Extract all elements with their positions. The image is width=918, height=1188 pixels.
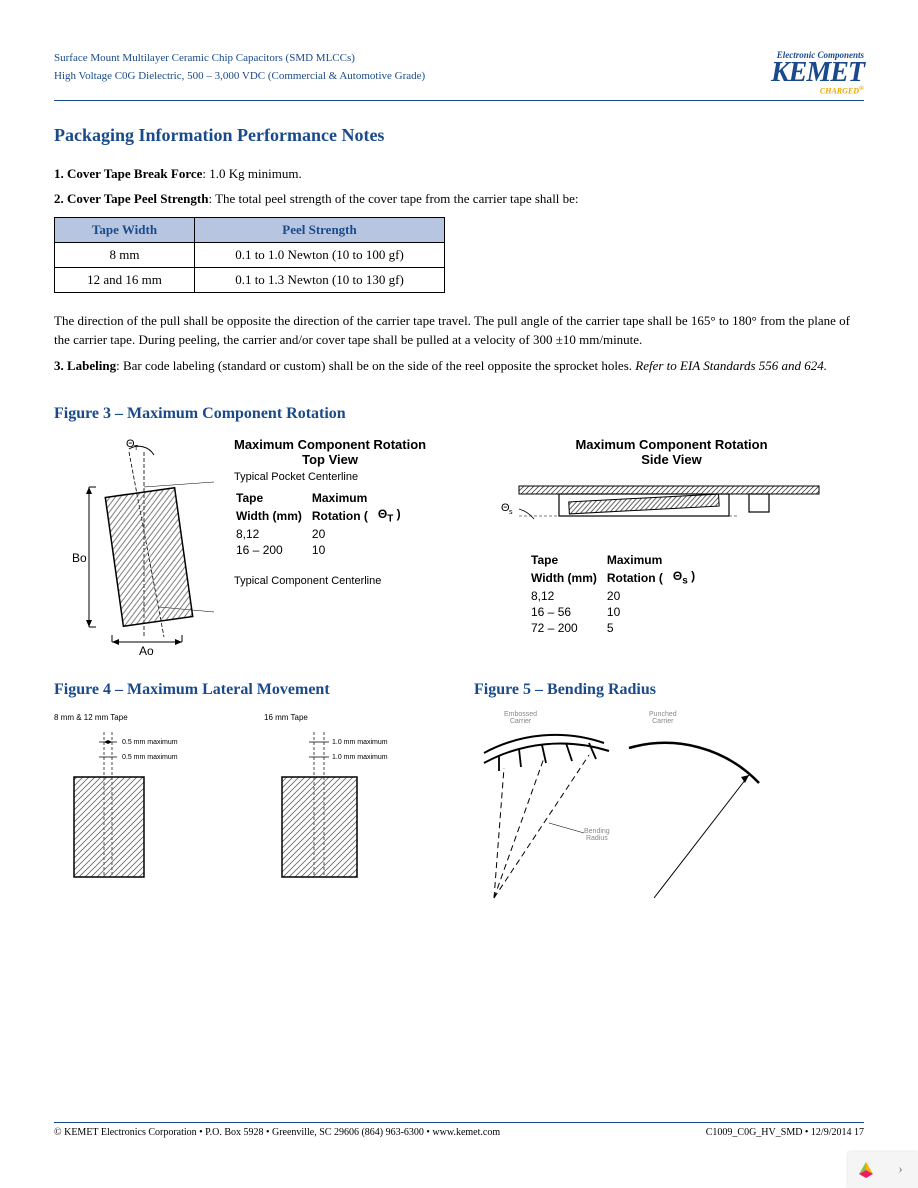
svg-text:Ao: Ao (139, 644, 154, 657)
peel-strength-table: Tape Width Peel Strength 8 mm 0.1 to 1.0… (54, 217, 445, 293)
note-2-para: The direction of the pull shall be oppos… (54, 311, 864, 350)
figure-4: Figure 4 – Maximum Lateral Movement 8 mm… (54, 681, 444, 913)
svg-text:1.0 mm maximum: 1.0 mm maximum (332, 739, 388, 746)
note-1: 1. Cover Tape Break Force: 1.0 Kg minimu… (54, 164, 864, 184)
svg-text:1.0 mm maximum: 1.0 mm maximum (332, 754, 388, 761)
lateral-movement-16-diagram: 1.0 mm maximum 1.0 mm maximum (264, 722, 414, 882)
fig4-left-label: 8 mm & 12 mm Tape (54, 713, 204, 722)
nav-logo-icon[interactable] (848, 1152, 883, 1188)
header-line2: High Voltage C0G Dielectric, 500 – 3,000… (54, 68, 425, 86)
figure-5: Figure 5 – Bending Radius Embossed Carri… (474, 681, 864, 913)
nav-widget: › (848, 1152, 918, 1188)
figure-3-top-view: Θ T (54, 437, 439, 661)
bending-radius-diagram (474, 713, 824, 913)
logo: Electronic Components KEMET CHARGED® (771, 50, 864, 96)
figure-5-title: Figure 5 – Bending Radius (474, 681, 864, 699)
header-text: Surface Mount Multilayer Ceramic Chip Ca… (54, 50, 425, 85)
rotation-side-view-diagram: Θ s (479, 471, 839, 541)
table-header-peel-strength: Peel Strength (195, 217, 445, 242)
figure-3-side-view: Maximum Component Rotation Side View (479, 437, 864, 661)
figure-3: Θ T (54, 437, 864, 661)
page-header: Surface Mount Multilayer Ceramic Chip Ca… (54, 50, 864, 101)
svg-text:T: T (134, 445, 139, 452)
logo-main: KEMET (771, 60, 864, 85)
fig3-left-subtitle: Maximum Component Rotation Top View (234, 437, 426, 467)
figure-3-title: Figure 3 – Maximum Component Rotation (54, 405, 864, 423)
fig3-left-data-table: TapeMaximum Width (mm)Rotation (ΘT ) 8,1… (234, 489, 411, 558)
fig5-embossed-label: Embossed Carrier (504, 711, 537, 725)
table-header-tape-width: Tape Width (55, 217, 195, 242)
nav-next-button[interactable]: › (883, 1152, 918, 1188)
header-line1: Surface Mount Multilayer Ceramic Chip Ca… (54, 50, 425, 68)
note-2: 2. Cover Tape Peel Strength: The total p… (54, 189, 864, 209)
svg-text:s: s (509, 509, 513, 516)
footer-left: © KEMET Electronics Corporation • P.O. B… (54, 1127, 500, 1138)
svg-text:0.5 mm maximum: 0.5 mm maximum (122, 754, 178, 761)
note-3: 3. Labeling: Bar code labeling (standard… (54, 356, 864, 376)
page-footer: © KEMET Electronics Corporation • P.O. B… (54, 1122, 864, 1138)
svg-text:Bo: Bo (72, 551, 87, 565)
fig3-right-subtitle: Maximum Component Rotation Side View (479, 437, 864, 467)
fig4-right-label: 16 mm Tape (264, 713, 414, 722)
footer-right: C1009_C0G_HV_SMD • 12/9/2014 17 (706, 1127, 864, 1138)
svg-text:0.5 mm maximum: 0.5 mm maximum (122, 739, 178, 746)
fig4-8-12mm: 8 mm & 12 mm Tape (54, 713, 204, 886)
fig5-bending-radius-label: Bending Radius (584, 828, 610, 842)
figure-4-title: Figure 4 – Maximum Lateral Movement (54, 681, 444, 699)
table-row: 8 mm 0.1 to 1.0 Newton (10 to 100 gf) (55, 242, 445, 267)
fig5-punched-label: Punched Carrier (649, 711, 677, 725)
fig3-right-data-table: TapeMaximum Width (mm)Rotation (Θs ) 8,1… (529, 551, 705, 636)
section-title-packaging: Packaging Information Performance Notes (54, 125, 864, 146)
table-row: 12 and 16 mm 0.1 to 1.3 Newton (10 to 13… (55, 267, 445, 292)
lateral-movement-8-12-diagram: 0.5 mm maximum 0.5 mm maximum (54, 722, 204, 882)
fig3-pocket-centerline-label: Typical Pocket Centerline (234, 471, 426, 483)
fig4-16mm: 16 mm Tape 1.0 mm maximum 1.0 mm maximum (264, 713, 414, 886)
rotation-top-view-diagram: Θ T (54, 437, 224, 657)
fig3-component-centerline-label: Typical Component Centerline (234, 575, 426, 587)
